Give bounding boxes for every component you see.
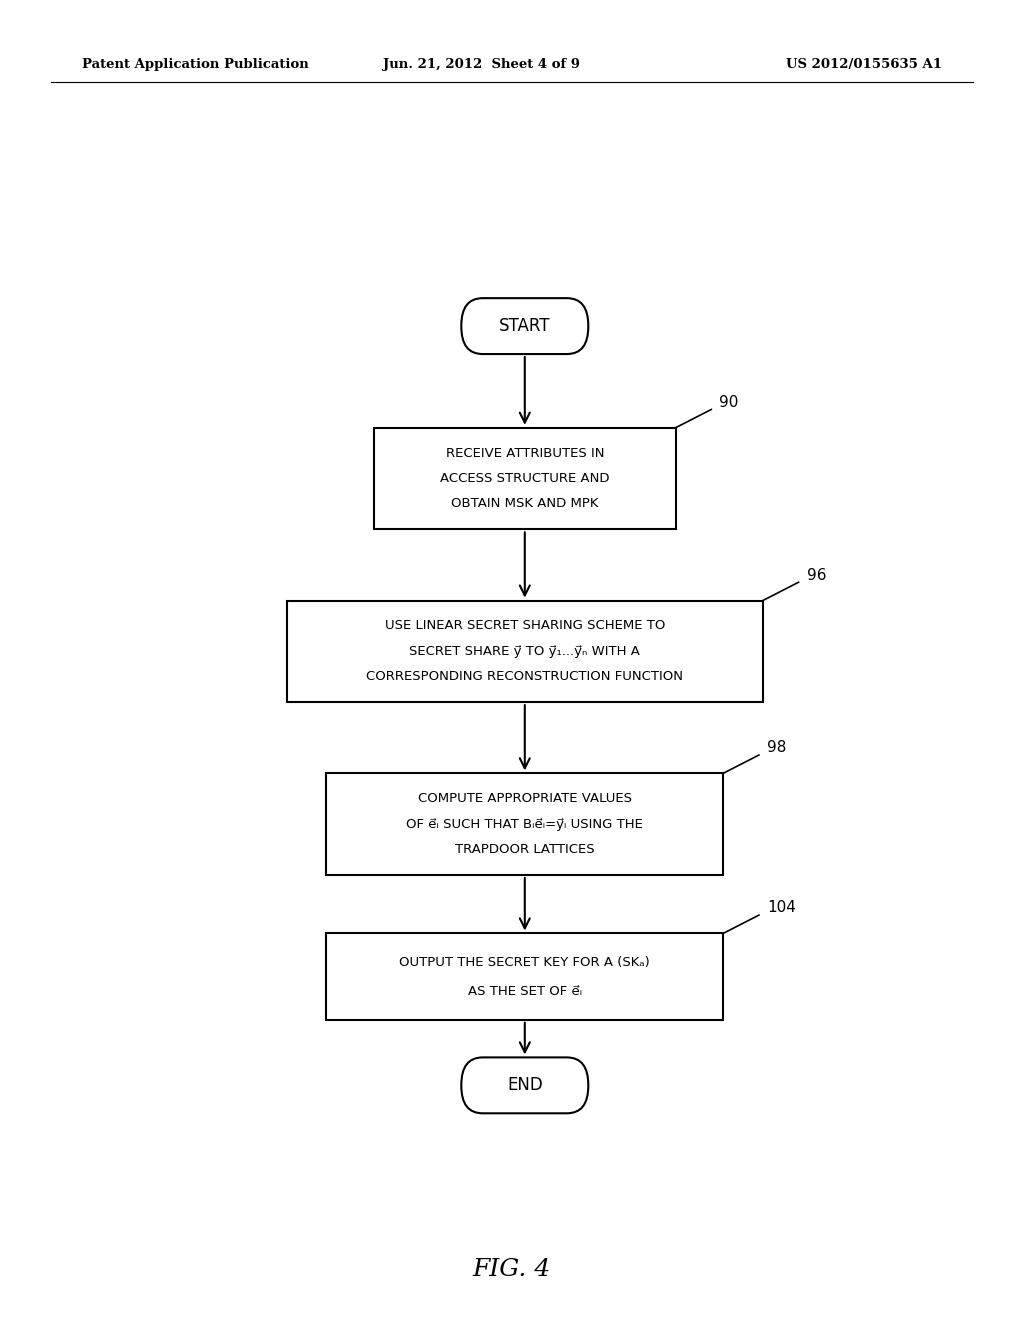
Point xyxy=(757,593,769,609)
Text: OF e⃗ᵢ SUCH THAT Bᵢe⃗ᵢ=y⃗ᵢ USING THE: OF e⃗ᵢ SUCH THAT Bᵢe⃗ᵢ=y⃗ᵢ USING THE xyxy=(407,817,643,830)
Text: 96: 96 xyxy=(807,568,826,582)
Text: RECEIVE ATTRIBUTES IN: RECEIVE ATTRIBUTES IN xyxy=(445,446,604,459)
FancyBboxPatch shape xyxy=(327,774,723,875)
Text: Patent Application Publication: Patent Application Publication xyxy=(82,58,308,71)
FancyBboxPatch shape xyxy=(287,601,763,702)
Line: 2 pts: 2 pts xyxy=(723,755,759,774)
Line: 2 pts: 2 pts xyxy=(676,409,712,428)
Point xyxy=(706,401,718,417)
Point xyxy=(670,420,682,436)
FancyBboxPatch shape xyxy=(461,298,588,354)
Text: FIG. 4: FIG. 4 xyxy=(473,1258,551,1282)
FancyBboxPatch shape xyxy=(374,428,676,529)
Text: START: START xyxy=(499,317,551,335)
Text: US 2012/0155635 A1: US 2012/0155635 A1 xyxy=(786,58,942,71)
Point xyxy=(717,925,729,941)
Text: END: END xyxy=(507,1076,543,1094)
Line: 2 pts: 2 pts xyxy=(763,582,799,601)
Text: CORRESPONDING RECONSTRUCTION FUNCTION: CORRESPONDING RECONSTRUCTION FUNCTION xyxy=(367,671,683,684)
Text: AS THE SET OF e⃗ᵢ: AS THE SET OF e⃗ᵢ xyxy=(468,985,582,998)
Text: ACCESS STRUCTURE AND: ACCESS STRUCTURE AND xyxy=(440,473,609,484)
Text: COMPUTE APPROPRIATE VALUES: COMPUTE APPROPRIATE VALUES xyxy=(418,792,632,805)
Point xyxy=(717,766,729,781)
Text: OBTAIN MSK AND MPK: OBTAIN MSK AND MPK xyxy=(451,498,599,511)
Text: 98: 98 xyxy=(767,741,786,755)
Point xyxy=(753,907,765,923)
Text: SECRET SHARE y⃗ TO y⃗₁...y⃗ₙ WITH A: SECRET SHARE y⃗ TO y⃗₁...y⃗ₙ WITH A xyxy=(410,645,640,657)
FancyBboxPatch shape xyxy=(327,933,723,1020)
FancyBboxPatch shape xyxy=(461,1057,588,1113)
Point xyxy=(753,747,765,763)
Text: Jun. 21, 2012  Sheet 4 of 9: Jun. 21, 2012 Sheet 4 of 9 xyxy=(383,58,580,71)
Text: USE LINEAR SECRET SHARING SCHEME TO: USE LINEAR SECRET SHARING SCHEME TO xyxy=(385,619,665,632)
Text: 90: 90 xyxy=(719,395,738,409)
Text: TRAPDOOR LATTICES: TRAPDOOR LATTICES xyxy=(455,843,595,857)
Point xyxy=(793,574,805,590)
Text: OUTPUT THE SECRET KEY FOR A (SKₐ): OUTPUT THE SECRET KEY FOR A (SKₐ) xyxy=(399,956,650,969)
Text: 104: 104 xyxy=(767,900,796,916)
Line: 2 pts: 2 pts xyxy=(723,915,759,933)
